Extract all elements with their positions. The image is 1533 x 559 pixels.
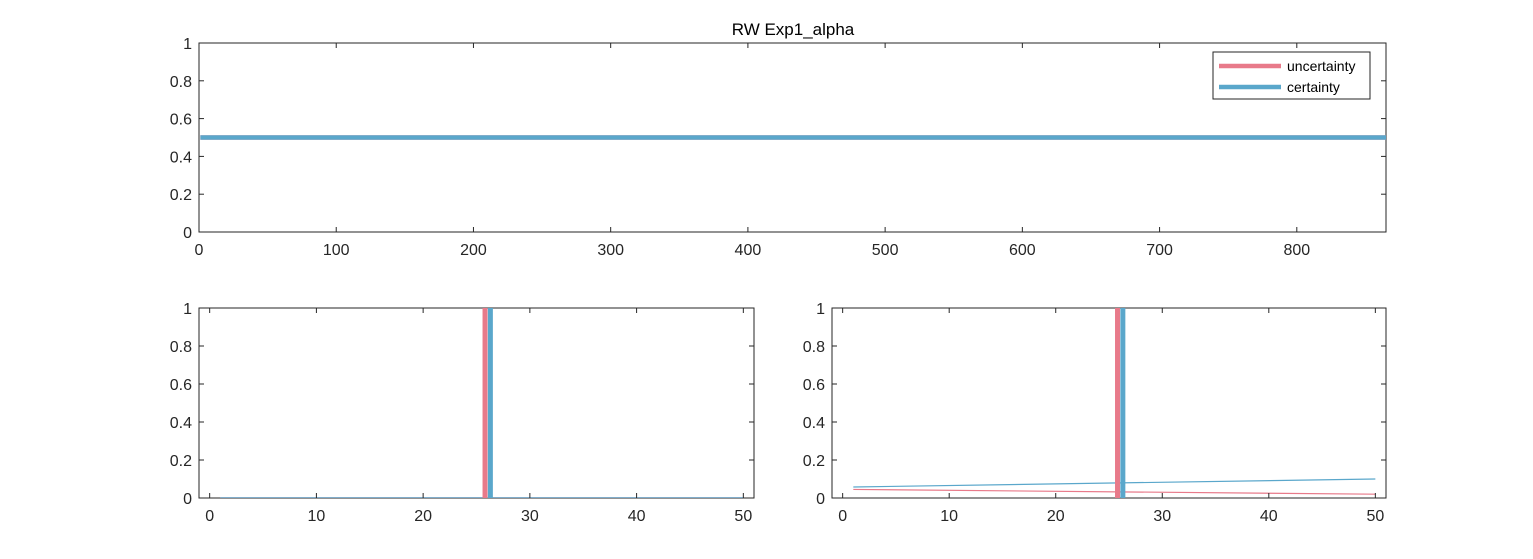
y-tick-label: 0.6	[170, 377, 192, 394]
plot-area	[853, 308, 1376, 498]
x-tick-label: 50	[734, 508, 752, 525]
x-tick-label: 20	[414, 508, 432, 525]
y-tick-label: 0.8	[170, 74, 192, 91]
x-tick-label: 10	[940, 508, 958, 525]
y-tick-label: 0.2	[170, 187, 192, 204]
y-tick-label: 0.4	[170, 149, 192, 166]
axes-frame	[198, 307, 755, 499]
x-tick-label: 20	[1047, 508, 1065, 525]
y-tick-label: 1	[816, 301, 825, 318]
x-tick-label: 40	[628, 508, 646, 525]
x-tick-label: 100	[323, 242, 350, 259]
bottom-left-axes: 0 10 20 30 40 50 0 0.2 0.4 0.6 0.8 1	[170, 301, 755, 525]
chart-title: RW Exp1_alpha	[732, 20, 855, 39]
x-tick-label: 10	[308, 508, 326, 525]
series-line-certainty	[853, 478, 1376, 488]
plot-area	[220, 308, 744, 498]
y-tick-label: 0.2	[170, 453, 192, 470]
y-tick-label: 0.6	[803, 377, 825, 394]
x-tick-label: 40	[1260, 508, 1278, 525]
x-tick-label: 800	[1283, 242, 1310, 259]
x-tick-label: 700	[1146, 242, 1173, 259]
y-tick-label: 0.4	[803, 415, 825, 432]
x-tick-label: 30	[1153, 508, 1171, 525]
x-tick-label: 500	[872, 242, 899, 259]
y-tick-label: 0.8	[170, 339, 192, 356]
y-tick-label: 0.6	[170, 112, 192, 129]
y-tick-label: 0	[183, 491, 192, 508]
y-tick-label: 0.8	[803, 339, 825, 356]
legend-label-uncertainty: uncertainty	[1287, 58, 1355, 74]
legend: uncertainty certainty	[1212, 51, 1371, 100]
y-tick-label: 1	[183, 36, 192, 53]
y-tick-label: 0.4	[170, 415, 192, 432]
bottom-right-axes: 0 10 20 30 40 50 0 0.2 0.4 0.6 0.8 1	[803, 301, 1387, 525]
legend-label-certainty: certainty	[1287, 79, 1340, 95]
x-tick-label: 50	[1366, 508, 1384, 525]
x-tick-label: 30	[521, 508, 539, 525]
top-axes: 0 100 200 300 400 500 600 700 800 0 0.2 0.4 0.6 0.8 1	[170, 36, 1387, 259]
axes-frame	[831, 307, 1387, 499]
legend-box	[1212, 51, 1371, 100]
series-line-uncertainty	[853, 488, 1376, 495]
x-tick-label: 300	[597, 242, 624, 259]
y-tick-label: 0	[183, 225, 192, 242]
x-tick-label: 0	[195, 242, 204, 259]
y-tick-label: 0.2	[803, 453, 825, 470]
x-tick-label: 600	[1009, 242, 1036, 259]
y-tick-label: 1	[183, 301, 192, 318]
x-tick-label: 400	[735, 242, 762, 259]
y-tick-label: 0	[816, 491, 825, 508]
x-tick-label: 0	[205, 508, 214, 525]
x-tick-label: 0	[838, 508, 847, 525]
x-tick-label: 200	[460, 242, 487, 259]
